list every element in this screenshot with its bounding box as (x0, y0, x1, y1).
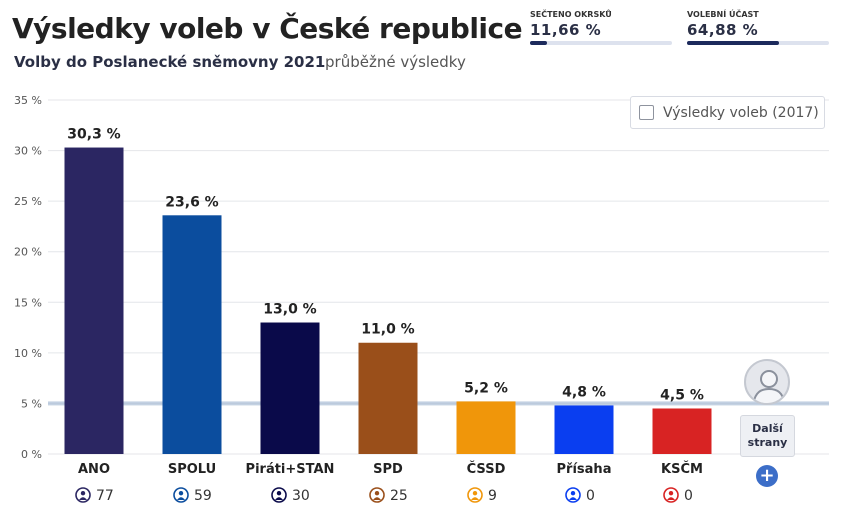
counted-districts-stat: SEČTENO OKRSKŮ 11,66 % (530, 10, 672, 45)
bar-value-label: 11,0 % (361, 322, 414, 338)
category-label: Piráti+STAN (246, 462, 335, 477)
seat-person-body (667, 497, 675, 500)
turnout-progress-fill (687, 41, 780, 45)
seat-count: 25 (390, 488, 408, 504)
seat-person-body (569, 497, 577, 500)
seat-person-head (374, 491, 380, 496)
seat-person-head (472, 491, 478, 496)
seat-count: 0 (684, 488, 693, 504)
seat-person-body (471, 497, 479, 500)
seat-person-head (178, 491, 184, 496)
seat-person-head (80, 491, 86, 496)
seat-count: 59 (194, 488, 212, 504)
election-subtitle: Volby do Poslanecké sněmovny 2021 (14, 53, 326, 71)
bar-value-label: 30,3 % (67, 127, 120, 143)
seat-person-body (79, 497, 87, 500)
bar-value-label: 13,0 % (263, 302, 316, 318)
counted-districts-progress-fill (530, 41, 547, 45)
more-parties-label-line1: Další (752, 422, 783, 435)
seat-person-head (668, 491, 674, 496)
y-tick-label: 20 % (14, 246, 42, 259)
bar-value-label: 5,2 % (464, 380, 508, 396)
seat-person-body (275, 497, 283, 500)
category-label: ČSSD (467, 461, 506, 477)
y-tick-label: 30 % (14, 145, 42, 158)
y-tick-label: 15 % (14, 296, 42, 309)
category-label: Přísaha (557, 462, 612, 477)
bar-pir-ti-stan (260, 322, 320, 454)
bar-value-label: 4,8 % (562, 384, 606, 400)
seat-count: 77 (96, 488, 114, 504)
more-parties-button[interactable]: Další strany (740, 415, 795, 457)
category-label: SPD (373, 462, 403, 477)
more-parties-label-line2: strany (747, 436, 788, 449)
category-label: KSČM (661, 461, 703, 477)
previous-results-label: Výsledky voleb (2017) (663, 104, 819, 121)
page-title: Výsledky voleb v České republice (12, 12, 523, 45)
bar-ano (64, 147, 124, 454)
turnout-label: VOLEBNÍ ÚČAST (687, 10, 759, 19)
seat-count: 0 (586, 488, 595, 504)
turnout-value: 64,88 % (687, 21, 759, 39)
y-tick-label: 25 % (14, 195, 42, 208)
bar--ssd (456, 401, 516, 454)
bar-value-label: 4,5 % (660, 387, 704, 403)
bar-ks-m (652, 408, 712, 454)
checkbox-icon[interactable] (639, 105, 654, 120)
person-silhouette-icon (744, 359, 790, 405)
seat-person-body (373, 497, 381, 500)
bar-p-saha (554, 405, 614, 454)
seat-count: 30 (292, 488, 310, 504)
category-label: ANO (78, 462, 110, 477)
expand-plus-button[interactable]: + (756, 465, 778, 487)
bar-spolu (162, 215, 222, 454)
previous-results-toggle[interactable]: Výsledky voleb (2017) (630, 96, 825, 129)
threshold-line (48, 401, 829, 406)
turnout-stat: VOLEBNÍ ÚČAST 64,88 % (687, 10, 829, 45)
y-tick-label: 10 % (14, 347, 42, 360)
bar-spd (358, 342, 418, 454)
seat-person-head (570, 491, 576, 496)
category-label: SPOLU (168, 462, 216, 477)
turnout-progress (687, 41, 829, 45)
seat-person-head (276, 491, 282, 496)
y-tick-label: 35 % (14, 94, 42, 107)
counted-districts-label: SEČTENO OKRSKŮ (530, 10, 612, 19)
counted-districts-value: 11,66 % (530, 21, 602, 39)
counted-districts-progress (530, 41, 672, 45)
results-bar-chart: 0 % 5 % 10 % 15 % 20 % 25 % 30 % 35 % 30,3 % ANO 7… (14, 94, 829, 504)
seat-count: 9 (488, 488, 497, 504)
y-tick-label: 0 % (21, 448, 42, 461)
bar-value-label: 23,6 % (165, 194, 218, 210)
results-note: průběžné výsledky (325, 53, 466, 71)
y-tick-label: 5 % (21, 397, 42, 410)
seat-person-body (177, 497, 185, 500)
